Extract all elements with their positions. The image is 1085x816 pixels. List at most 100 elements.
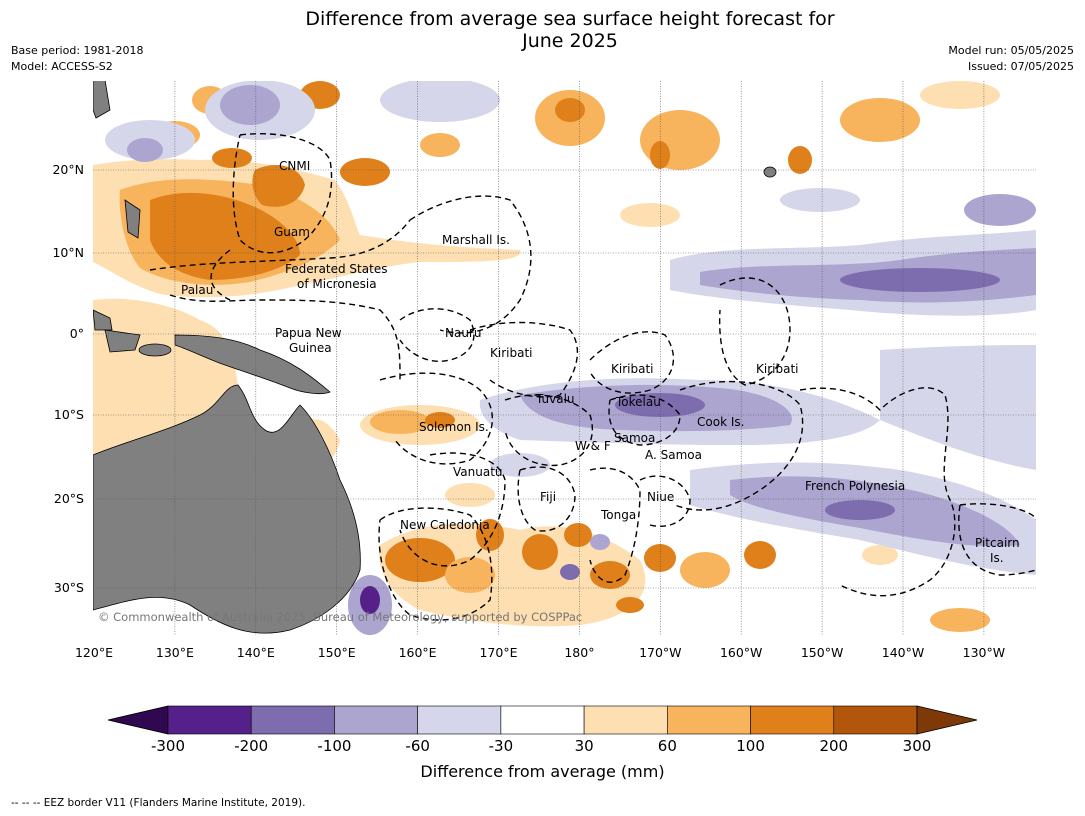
- colorbar-cell: [417, 705, 502, 735]
- label-png-1: Papua New: [275, 326, 342, 340]
- issued-date: Issued: 07/05/2025: [967, 60, 1074, 73]
- eez-pitcairn: [958, 503, 1036, 576]
- label-marshall: Marshall Is.: [442, 233, 510, 247]
- label-samoa: Samoa: [614, 431, 655, 445]
- lon-tick-label: 150°E: [318, 645, 356, 660]
- eez-solomon: [379, 372, 494, 465]
- lon-tick-label: 130°W: [963, 645, 1005, 660]
- label-tonga: Tonga: [600, 508, 636, 522]
- colorbar-tick-label: 300: [903, 737, 932, 755]
- label-solomon: Solomon Is.: [419, 420, 489, 434]
- model-name: Model: ACCESS-S2: [11, 60, 113, 73]
- hawaii: [763, 166, 777, 178]
- eez-legend-note: -- -- -- EEZ border V11 (Flanders Marine…: [11, 797, 306, 809]
- lon-tick-label: 160°W: [720, 645, 762, 660]
- lon-tick-label: 130°E: [156, 645, 194, 660]
- model-run: Model run: 05/05/2025: [948, 44, 1074, 57]
- equatorial-south-200: [615, 393, 705, 417]
- eez-vanuatu: [399, 452, 506, 567]
- eez-kiribati-c: [589, 331, 675, 394]
- lon-tick-label: 140°E: [237, 645, 275, 660]
- lon-tick-label: 120°E: [75, 645, 113, 660]
- colorbar-tick-label: -60: [405, 737, 430, 755]
- land-masses: [93, 81, 777, 634]
- blob: [420, 133, 460, 157]
- lat-tick-label: 10°N: [52, 245, 84, 260]
- colorbar-cell: [167, 705, 252, 735]
- solomon-200: [425, 412, 455, 428]
- label-french-polynesia: French Polynesia: [805, 479, 905, 493]
- negative-anomaly-fields: [105, 81, 1036, 635]
- label-cook: Cook Is.: [697, 415, 744, 429]
- blob: [564, 523, 592, 547]
- chart-title: Difference from average sea surface heig…: [0, 8, 1085, 52]
- label-kiribati-w: Kiribati: [490, 346, 532, 360]
- blob: [385, 538, 455, 582]
- blob: [220, 85, 280, 125]
- label-vanuatu: Vanuatu: [453, 465, 503, 479]
- blob: [862, 545, 898, 565]
- colorbar-cell: [250, 705, 335, 735]
- meta-left: Base period: 1981-2018 Model: ACCESS-S2: [11, 43, 143, 75]
- blob: [476, 519, 504, 551]
- label-niue: Niue: [647, 490, 674, 504]
- longitude-ticks: 120°E 130°E 140°E 150°E 160°E 170°E 180° 170°W 1…: [75, 645, 1005, 660]
- label-tuvalu: Tuvalu: [535, 392, 575, 406]
- eez-fiji: [517, 466, 576, 532]
- blob: [360, 586, 380, 614]
- lat-tick-label: 30°S: [54, 580, 84, 595]
- label-palau: Palau: [181, 283, 213, 297]
- eez-png-fsm: [169, 294, 401, 381]
- blob: [920, 81, 1000, 109]
- polynesia-200: [825, 500, 895, 520]
- title-line-1: Difference from average sea surface heig…: [305, 8, 835, 30]
- label-fiji: Fiji: [540, 490, 556, 504]
- blob: [780, 188, 860, 212]
- colorbar-cell: [334, 705, 418, 735]
- east-60: [880, 345, 1036, 470]
- eez-nauru: [399, 308, 475, 362]
- label-cnmi: CNMI: [279, 159, 310, 173]
- eez-new-caledonia: [378, 507, 493, 621]
- meta-right: Model run: 05/05/2025 Issued: 07/05/2025: [948, 43, 1074, 75]
- blob: [590, 561, 630, 589]
- colorbar-tick-label: 200: [819, 737, 848, 755]
- philippines: [124, 199, 141, 239]
- lon-tick-label: 180°: [564, 645, 594, 660]
- blob: [490, 453, 550, 477]
- eez-tonga: [589, 467, 641, 583]
- colorbar-over-arrow: [916, 705, 978, 735]
- map-area: © Commonwealth of Australia 2025, Bureau…: [93, 81, 1036, 635]
- label-nauru: Nauru: [445, 326, 481, 340]
- island: [93, 309, 113, 331]
- blob: [644, 544, 676, 572]
- label-asamoa: A. Samoa: [645, 448, 702, 462]
- blob: [930, 608, 990, 632]
- colorbar-tick-label: -200: [234, 737, 268, 755]
- eez-cook: [674, 380, 804, 511]
- lat-tick-label: 0°: [70, 326, 84, 341]
- lon-tick-label: 160°E: [399, 645, 437, 660]
- colorbar-tick-label: 30: [575, 737, 594, 755]
- label-wf: W & F: [575, 439, 611, 453]
- eez-niue: [639, 475, 691, 527]
- eez-tokelau: [608, 394, 681, 446]
- lat-tick-label: 20°S: [54, 491, 84, 506]
- blob: [522, 534, 558, 570]
- lon-tick-label: 170°E: [479, 645, 517, 660]
- lat-tick-label: 20°N: [52, 162, 84, 177]
- island: [104, 329, 141, 353]
- colorbar-cell: [667, 705, 751, 735]
- warm-pool-200: [150, 192, 300, 280]
- eez-kiribati-e: [718, 277, 791, 386]
- blob: [212, 148, 252, 168]
- lon-tick-label: 170°W: [639, 645, 681, 660]
- colorbar-title: Difference from average (mm): [420, 762, 665, 781]
- lon-tick-label: 150°W: [801, 645, 843, 660]
- colorbar-tick-label: 60: [658, 737, 677, 755]
- colorbar-cell: [583, 705, 668, 735]
- north-equatorial-200: [840, 268, 1000, 292]
- blob: [744, 541, 776, 569]
- blob: [590, 534, 610, 550]
